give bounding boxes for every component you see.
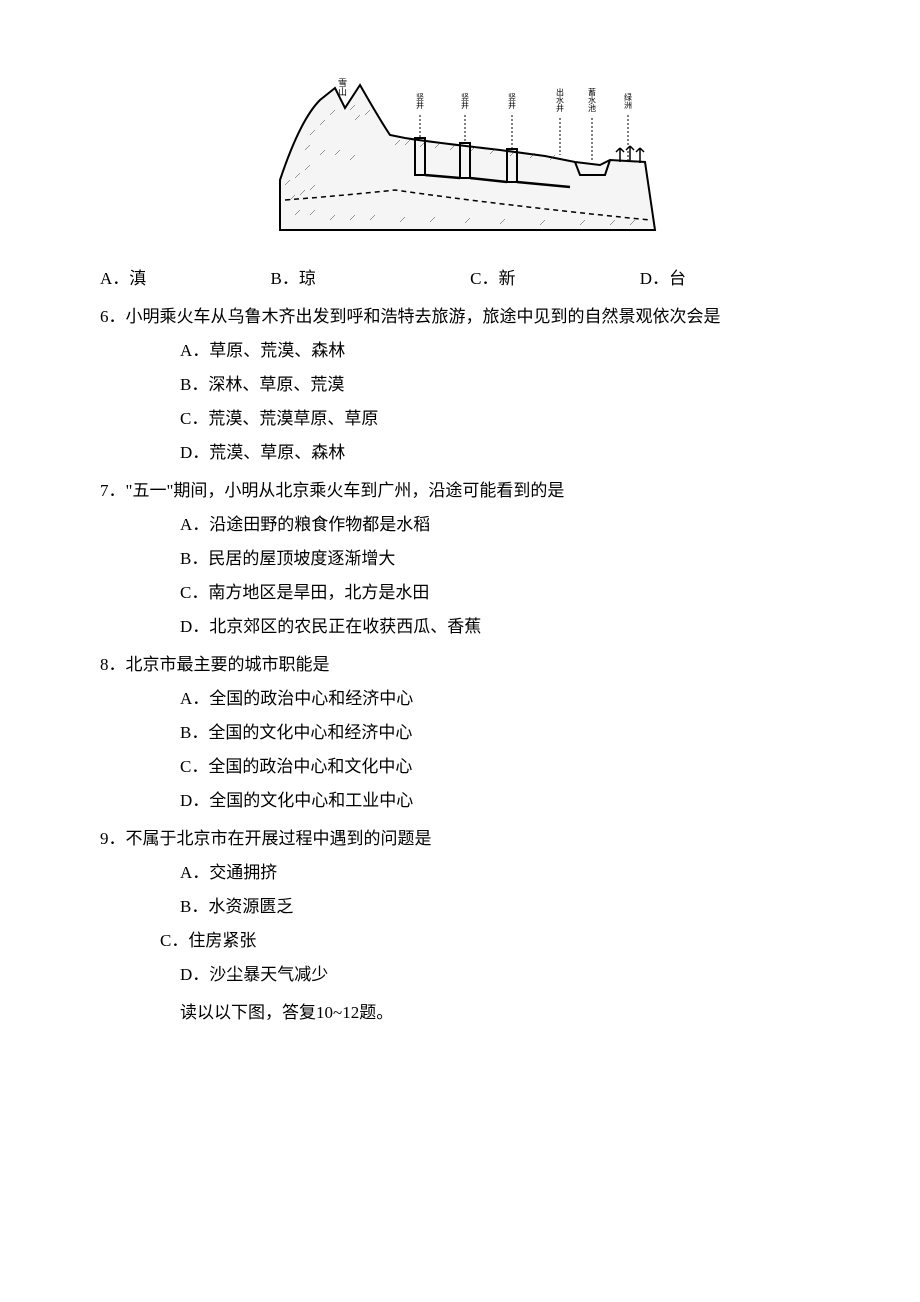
q5-options: A．滇 B．琼 C．新 D．台	[100, 260, 860, 296]
label-well-3: 竖井	[508, 93, 517, 110]
question-9: 9．不属于北京市在开展过程中遇到的问题是 A．交通拥挤 B．水资源匮乏 C．住房…	[60, 822, 860, 992]
label-reservoir: 蓄水池	[588, 87, 597, 112]
q8-option-c: C．全国的政治中心和文化中心	[180, 750, 860, 784]
label-well-1: 竖井	[416, 93, 425, 110]
label-oasis: 绿洲	[624, 93, 633, 109]
q9-stem: 9．不属于北京市在开展过程中遇到的问题是	[100, 822, 860, 856]
q7-stem: 7．"五一"期间，小明从北京乘火车到广州，沿途可能看到的是	[100, 474, 860, 508]
q9-option-d: D．沙尘暴天气减少	[180, 958, 860, 992]
label-outlet-well: 出水井	[556, 87, 565, 113]
q9-option-c: C．住房紧张	[160, 931, 256, 950]
q5-option-c: C．新	[470, 262, 515, 296]
question-6: 6．小明乘火车从乌鲁木齐出发到呼和浩特去旅游，旅途中见到的自然景观依次会是 A．…	[60, 300, 860, 470]
q8-stem: 8．北京市最主要的城市职能是	[100, 648, 860, 682]
q6-option-b: B．深林、草原、荒漠	[180, 368, 860, 402]
q9-option-a: A．交通拥挤	[180, 856, 860, 890]
q9-option-b: B．水资源匮乏	[180, 890, 860, 924]
q6-option-a: A．草原、荒漠、森林	[180, 334, 860, 368]
q6-option-d: D．荒漠、草原、森林	[180, 436, 860, 470]
q5-option-a: A．滇	[100, 262, 146, 296]
q7-option-a: A．沿途田野的粮食作物都是水稻	[180, 508, 860, 542]
q8-option-a: A．全国的政治中心和经济中心	[180, 682, 860, 716]
question-8: 8．北京市最主要的城市职能是 A．全国的政治中心和经济中心 B．全国的文化中心和…	[60, 648, 860, 818]
q6-stem: 6．小明乘火车从乌鲁木齐出发到呼和浩特去旅游，旅途中见到的自然景观依次会是	[100, 300, 860, 334]
q7-option-b: B．民居的屋顶坡度逐渐增大	[180, 542, 860, 576]
q7-option-d: D．北京郊区的农民正在收获西瓜、香蕉	[180, 610, 860, 644]
sub-instruction-10-12: 读以以下图，答复10~12题。	[180, 996, 860, 1030]
karez-diagram: 雪山 竖井 竖井 竖井 出水井 蓄水池 绿洲	[250, 60, 670, 250]
q8-option-d: D．全国的文化中心和工业中心	[180, 784, 860, 818]
q8-option-b: B．全国的文化中心和经济中心	[180, 716, 860, 750]
oasis-trees	[616, 146, 644, 163]
question-7: 7．"五一"期间，小明从北京乘火车到广州，沿途可能看到的是 A．沿途田野的粮食作…	[60, 474, 860, 644]
q5-option-b: B．琼	[271, 262, 316, 296]
q6-option-c: C．荒漠、荒漠草原、草原	[180, 402, 860, 436]
q7-option-c: C．南方地区是旱田，北方是水田	[180, 576, 860, 610]
q5-option-d: D．台	[640, 262, 686, 296]
label-well-2: 竖井	[461, 93, 470, 110]
